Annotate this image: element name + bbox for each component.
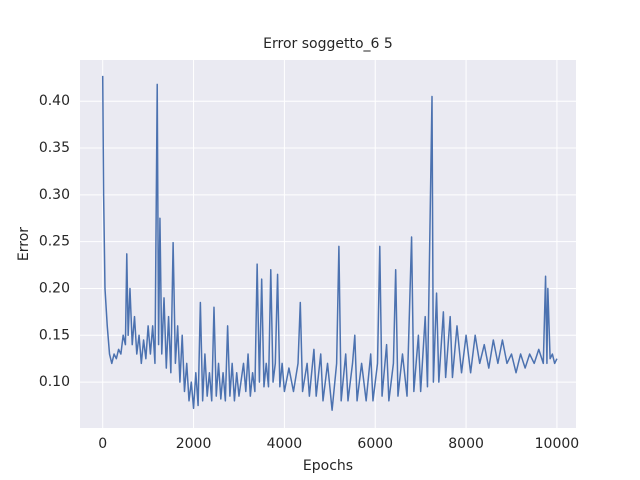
x-tick-label: 2000 (176, 436, 212, 452)
x-tick-label: 4000 (267, 436, 303, 452)
y-tick-label: 0.15 (39, 327, 70, 343)
y-tick-label: 0.35 (39, 140, 70, 156)
y-tick-label: 0.20 (39, 280, 70, 296)
x-tick-label: 6000 (357, 436, 393, 452)
x-axis-label: Epochs (303, 458, 353, 474)
chart-title: Error soggetto_6 5 (263, 36, 393, 52)
line (101, 75, 558, 411)
x-tick-label: 0 (98, 436, 107, 452)
y-tick-label: 0.40 (39, 93, 70, 109)
y-tick-label: 0.30 (39, 187, 70, 203)
x-tick-label: 8000 (448, 436, 484, 452)
y-tick-label: 0.25 (39, 234, 70, 250)
x-tick-label: 10000 (535, 436, 580, 452)
y-tick-label: 0.10 (39, 374, 70, 390)
y-axis-label: Error (16, 227, 32, 261)
